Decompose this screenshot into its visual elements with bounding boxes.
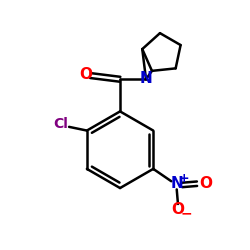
Text: O: O bbox=[200, 176, 212, 191]
Text: +: + bbox=[179, 172, 190, 184]
Text: −: − bbox=[180, 206, 192, 220]
Text: N: N bbox=[140, 70, 152, 86]
Text: O: O bbox=[172, 202, 184, 217]
Text: O: O bbox=[80, 67, 92, 82]
Text: Cl: Cl bbox=[54, 118, 68, 132]
Text: N: N bbox=[170, 176, 183, 191]
